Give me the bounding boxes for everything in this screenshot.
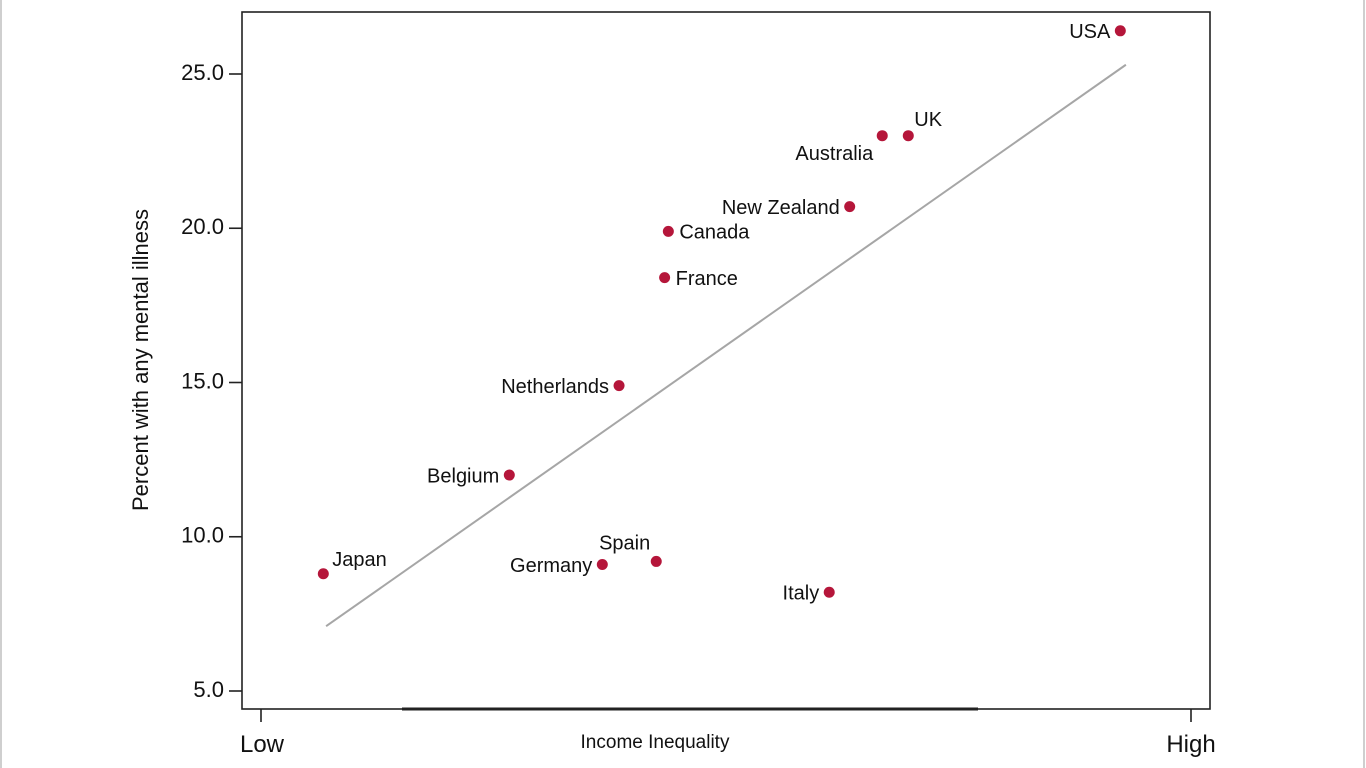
point-france [659, 272, 671, 284]
x-label-high: High [1166, 731, 1215, 758]
x-label-low: Low [240, 731, 285, 758]
point-label-usa: USA [1069, 21, 1111, 43]
point-usa [1114, 25, 1126, 37]
point-label-australia: Australia [795, 143, 874, 165]
point-label-canada: Canada [679, 222, 750, 244]
point-label-new-zealand: New Zealand [722, 197, 840, 219]
point-spain [650, 555, 662, 567]
fit-line [325, 63, 1127, 628]
point-label-belgium: Belgium [427, 465, 499, 487]
point-italy [823, 586, 835, 598]
point-netherlands [613, 380, 625, 392]
point-new-zealand [844, 201, 856, 213]
y-tick-label: 10.0 [181, 523, 224, 548]
point-label-spain: Spain [599, 533, 650, 555]
point-japan [317, 568, 329, 580]
point-belgium [503, 469, 515, 481]
plot-frame [241, 11, 1211, 710]
point-label-netherlands: Netherlands [501, 376, 609, 398]
fit-line-group [325, 63, 1127, 628]
point-label-france: France [676, 268, 738, 290]
y-tick-label: 5.0 [193, 677, 224, 702]
x-axis-title: Income Inequality [581, 732, 730, 753]
y-tick-label: 15.0 [181, 368, 224, 393]
point-label-japan: Japan [332, 549, 387, 571]
y-tick-label: 20.0 [181, 214, 224, 239]
point-australia [876, 130, 888, 142]
point-label-germany: Germany [510, 555, 592, 577]
y-tick-label: 25.0 [181, 60, 224, 85]
point-germany [596, 559, 608, 571]
y-ticks-group: 5.0 10.0 15.0 20.0 25.0 [181, 60, 242, 702]
points-group: Japan Belgium Netherlands Germany Spain Franc… [317, 21, 1126, 605]
point-canada [662, 225, 674, 237]
point-label-uk: UK [914, 109, 942, 131]
point-uk [902, 130, 914, 142]
y-axis-title: Percent with any mental illness [128, 209, 153, 511]
point-label-italy: Italy [783, 583, 820, 605]
